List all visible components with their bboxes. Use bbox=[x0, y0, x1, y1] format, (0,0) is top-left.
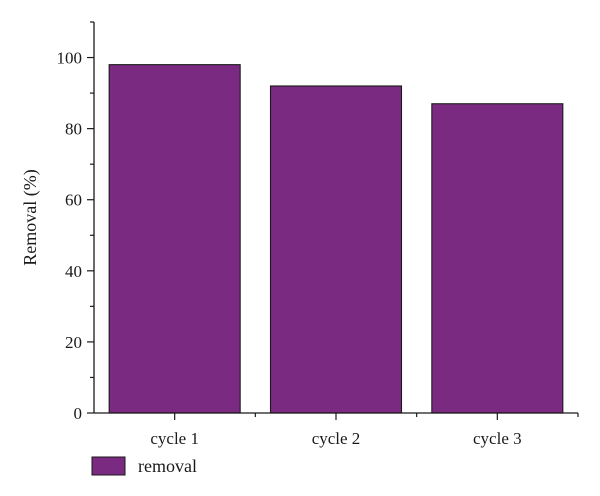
y-tick-label: 0 bbox=[74, 404, 83, 423]
bar-cycle-1 bbox=[108, 64, 241, 414]
y-tick-label: 80 bbox=[65, 120, 82, 139]
x-ticks-group: cycle 1 cycle 2 cycle 3 bbox=[150, 413, 579, 448]
x-tick-label: cycle 1 bbox=[150, 429, 199, 448]
legend: removal bbox=[91, 456, 197, 476]
y-axis-title: Removal (%) bbox=[20, 169, 41, 265]
x-tick-label: cycle 2 bbox=[312, 429, 361, 448]
bar-cycle-3 bbox=[431, 103, 564, 414]
y-tick-label: 60 bbox=[65, 191, 82, 210]
bars-group bbox=[108, 64, 564, 414]
bar-cycle-2 bbox=[269, 85, 403, 414]
legend-swatch-removal bbox=[91, 456, 126, 476]
legend-label-removal: removal bbox=[138, 456, 197, 476]
y-tick-label: 100 bbox=[57, 49, 83, 68]
y-tick-label: 20 bbox=[65, 333, 82, 352]
y-tick-label: 40 bbox=[65, 262, 82, 281]
y-ticks-group: 0 20 40 60 80 100 bbox=[57, 21, 94, 423]
x-tick-label: cycle 3 bbox=[473, 429, 522, 448]
